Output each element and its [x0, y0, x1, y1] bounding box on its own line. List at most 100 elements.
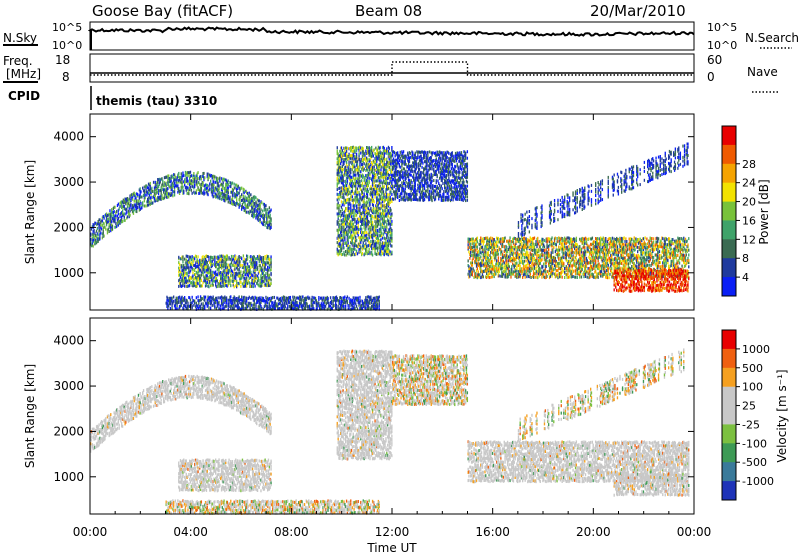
heatmap-cell: [216, 297, 217, 300]
heatmap-cell: [293, 298, 294, 301]
heatmap-cell: [384, 185, 385, 188]
heatmap-cell: [299, 305, 300, 308]
heatmap-cell: [182, 261, 183, 264]
heatmap-cell: [213, 296, 214, 299]
heatmap-cell: [342, 253, 343, 256]
heatmap-cell: [249, 277, 250, 280]
heatmap-cell: [184, 285, 185, 288]
heatmap-cell: [368, 251, 369, 254]
heatmap-cell: [369, 302, 370, 305]
heatmap-cell: [179, 263, 180, 266]
heatmap-cell: [338, 207, 339, 210]
heatmap-cell: [363, 147, 364, 150]
heatmap-cell: [407, 170, 408, 173]
heatmap-cell: [348, 207, 349, 210]
heatmap-cell: [353, 199, 354, 202]
heatmap-cell: [251, 203, 252, 206]
heatmap-cell: [99, 229, 100, 232]
heatmap-cell: [401, 181, 402, 184]
heatmap-cell: [270, 261, 271, 264]
heatmap-cell: [108, 218, 109, 221]
heatmap-cell: [393, 198, 394, 201]
heatmap-cell: [100, 224, 101, 227]
heatmap-cell: [190, 269, 191, 272]
heatmap-cell: [391, 237, 392, 240]
heatmap-cell: [107, 231, 108, 234]
heatmap-cell: [192, 192, 193, 195]
heatmap-cell: [410, 152, 411, 155]
heatmap-cell: [194, 300, 195, 303]
heatmap-cell: [364, 245, 365, 248]
heatmap-cell: [360, 152, 361, 155]
heatmap-cell: [373, 240, 374, 243]
heatmap-cell: [119, 208, 120, 211]
heatmap-cell: [248, 206, 249, 209]
heatmap-cell: [353, 207, 354, 210]
heatmap-cell: [109, 209, 110, 212]
heatmap-cell: [361, 228, 362, 231]
heatmap-cell: [353, 215, 354, 218]
heatmap-cell: [192, 296, 193, 299]
heatmap-cell: [270, 223, 271, 226]
heatmap-cell: [433, 159, 434, 162]
heatmap-cell: [380, 253, 381, 256]
heatmap-cell: [346, 150, 347, 153]
heatmap-cell: [184, 178, 185, 181]
heatmap-cell: [142, 187, 143, 190]
heatmap-cell: [223, 181, 224, 184]
heatmap-cell: [197, 295, 198, 298]
heatmap-cell: [364, 206, 365, 209]
heatmap-cell: [370, 296, 371, 299]
heatmap-cell: [192, 267, 193, 270]
heatmap-cell: [264, 214, 265, 217]
heatmap-cell: [373, 204, 374, 207]
heatmap-cell: [358, 166, 359, 169]
heatmap-cell: [203, 172, 204, 175]
heatmap-cell: [272, 296, 273, 299]
heatmap-cell: [263, 272, 264, 275]
heatmap-cell: [440, 157, 441, 160]
heatmap-cell: [343, 193, 344, 196]
heatmap-cell: [214, 256, 215, 259]
heatmap-cell: [391, 232, 392, 235]
nave-tick-high: 60: [707, 53, 722, 67]
heatmap-cell: [375, 184, 376, 187]
heatmap-cell: [438, 198, 439, 201]
heatmap-cell: [204, 192, 205, 195]
heatmap-cell: [362, 252, 363, 255]
heatmap-cell: [144, 199, 145, 202]
heatmap-cell: [432, 184, 433, 187]
heatmap-cell: [407, 152, 408, 155]
heatmap-cell: [218, 296, 219, 299]
heatmap-cell: [355, 201, 356, 204]
heatmap-cell: [233, 255, 234, 258]
heatmap-cell: [201, 187, 202, 190]
heatmap-cell: [270, 282, 271, 285]
heatmap-cell: [391, 251, 392, 254]
heatmap-cell: [285, 305, 286, 308]
heatmap-cell: [382, 200, 383, 203]
heatmap-cell: [359, 163, 360, 166]
heatmap-cell: [369, 221, 370, 224]
heatmap-cell: [337, 241, 338, 244]
heatmap-cell: [389, 147, 390, 150]
heatmap-cell: [219, 177, 220, 180]
heatmap-cell: [339, 300, 340, 303]
heatmap-cell: [387, 193, 388, 196]
heatmap-cell: [302, 295, 303, 298]
heatmap-cell: [192, 305, 193, 308]
heatmap-cell: [270, 268, 271, 271]
beam-title: Beam 08: [355, 2, 422, 20]
heatmap-cell: [365, 242, 366, 245]
heatmap-cell: [369, 172, 370, 175]
heatmap-cell: [112, 228, 113, 231]
heatmap-cell: [339, 179, 340, 182]
heatmap-cell: [182, 255, 183, 258]
heatmap-cell: [239, 282, 240, 285]
heatmap-cell: [152, 190, 153, 193]
heatmap-cell: [390, 209, 391, 212]
heatmap-cell: [370, 240, 371, 243]
heatmap-cell: [209, 188, 210, 191]
heatmap-cell: [251, 285, 252, 288]
heatmap-cell: [152, 201, 153, 204]
